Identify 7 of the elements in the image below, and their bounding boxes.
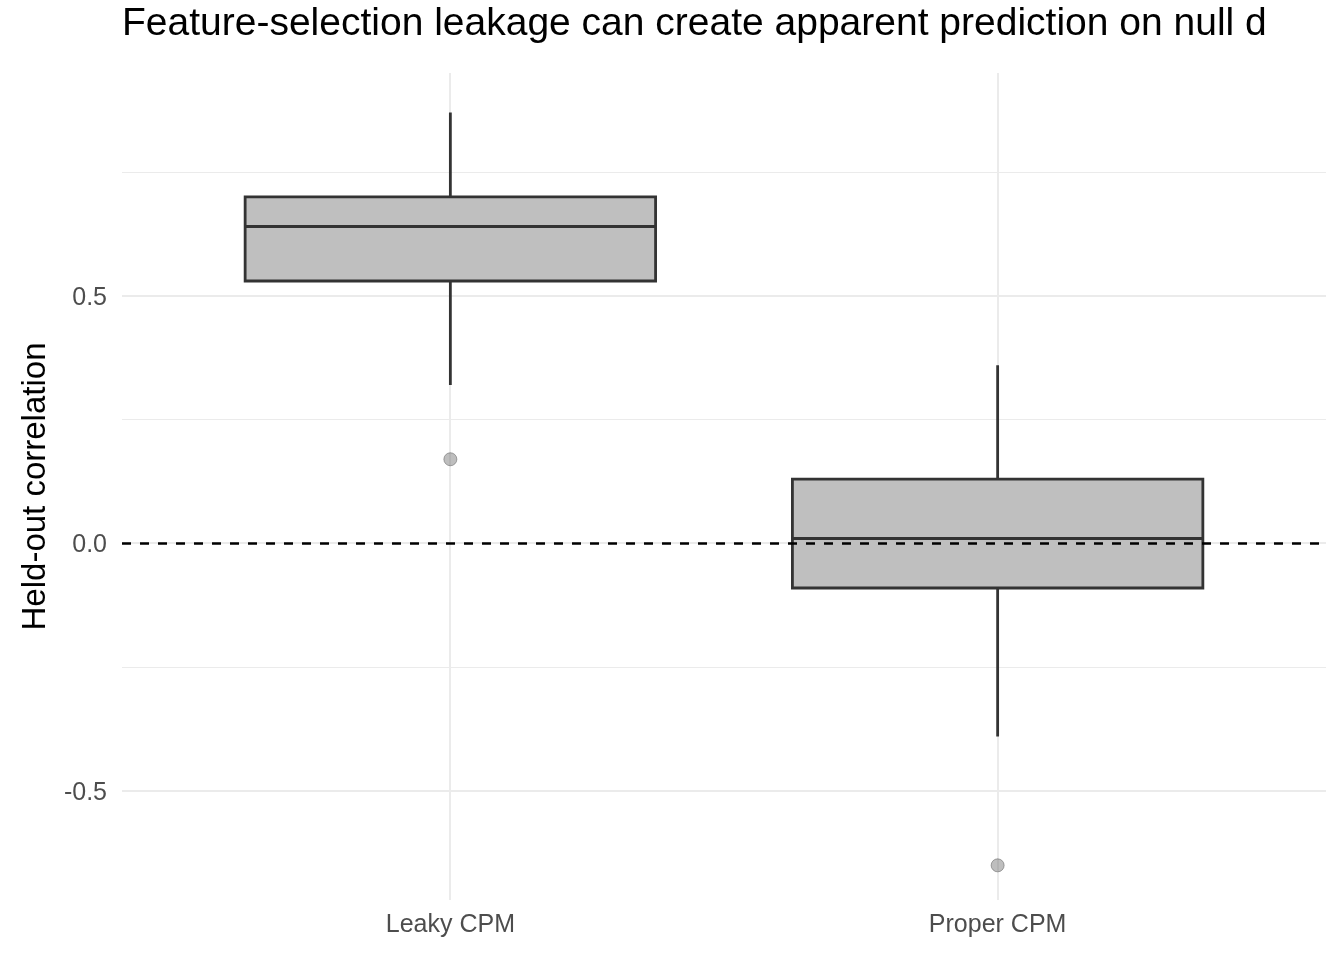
y-tick-label: -0.5: [63, 776, 107, 805]
y-tick-label: 0.0: [72, 529, 107, 558]
x-tick-label: Leaky CPM: [385, 909, 515, 937]
chart-title: Feature-selection leakage can create apparent prediction on null d: [122, 0, 1267, 44]
x-tick-label: Proper CPM: [928, 909, 1067, 937]
y-axis-title: Held-out correlation: [14, 342, 52, 631]
y-tick-label: 0.5: [72, 281, 107, 310]
